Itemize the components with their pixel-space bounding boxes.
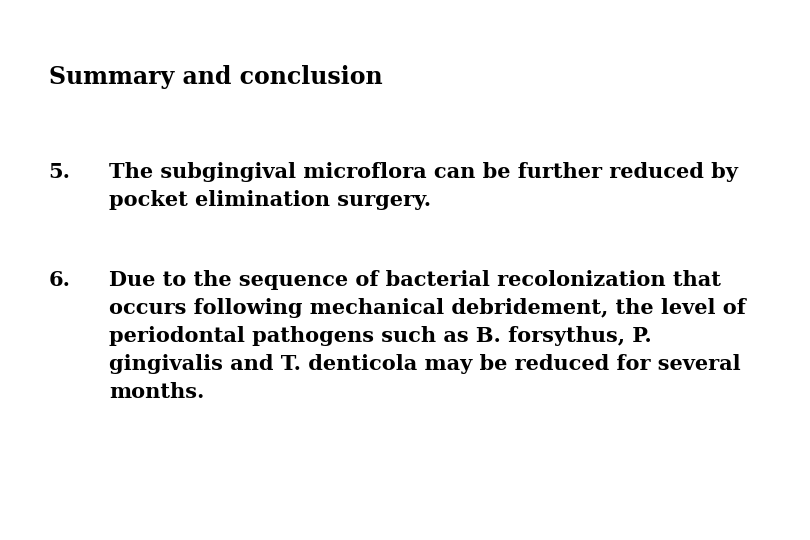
Text: 6.: 6.	[49, 270, 70, 290]
Text: 5.: 5.	[49, 162, 70, 182]
Text: Summary and conclusion: Summary and conclusion	[49, 65, 382, 89]
Text: Due to the sequence of bacterial recolonization that
occurs following mechanical: Due to the sequence of bacterial recolon…	[109, 270, 746, 402]
Text: The subgingival microflora can be further reduced by
pocket elimination surgery.: The subgingival microflora can be furthe…	[109, 162, 738, 210]
